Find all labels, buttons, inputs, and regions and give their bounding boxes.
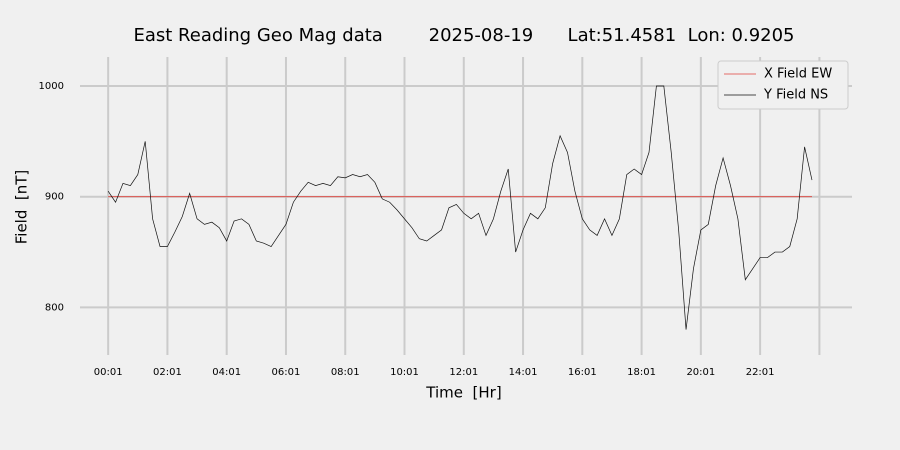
x-tick-label: 08:01 [331, 367, 360, 378]
x-tick-label: 04:01 [212, 367, 241, 378]
x-tick-label: 06:01 [272, 367, 301, 378]
x-tick-label: 10:01 [390, 367, 419, 378]
legend-box [717, 60, 849, 110]
legend-label: Y Field NS [763, 88, 828, 103]
x-tick-label: 00:01 [94, 367, 123, 378]
x-tick-label: 02:01 [153, 367, 182, 378]
x-tick-label: 18:01 [627, 367, 656, 378]
y-tick-label: 800 [45, 302, 64, 313]
legend-label: X Field EW [764, 67, 832, 82]
y-tick-label: 1000 [39, 81, 64, 92]
x-tick-label: 16:01 [568, 367, 597, 378]
y-tick-label: 900 [45, 192, 64, 203]
y-axis-label: Field [nT] [13, 170, 31, 245]
chart-title: East Reading Geo Mag data 2025-08-19 Lat… [133, 25, 794, 46]
x-tick-label: 22:01 [746, 367, 775, 378]
x-tick-label: 12:01 [449, 367, 478, 378]
x-tick-label: 14:01 [509, 367, 538, 378]
series-line [107, 85, 813, 330]
x-tick-label: 20:01 [686, 367, 715, 378]
legend: X Field EW Y Field NS [717, 60, 849, 110]
x-axis-label: Time [Hr] [425, 384, 501, 402]
